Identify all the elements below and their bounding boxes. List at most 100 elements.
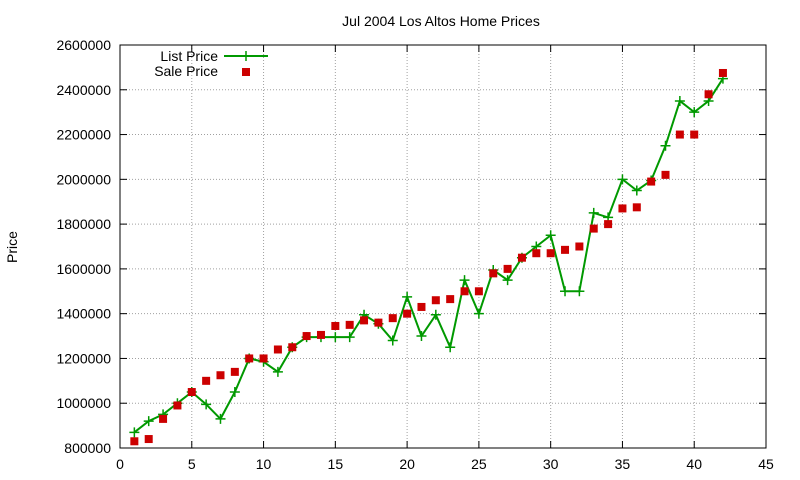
sale-price-point xyxy=(618,204,627,213)
legend-marker-sale-price xyxy=(242,68,250,76)
sale-price-point xyxy=(130,437,139,446)
plot-border xyxy=(119,44,767,449)
sale-price-point xyxy=(647,177,656,186)
legend-label-list-price: List Price xyxy=(160,48,218,64)
list-price-point xyxy=(660,140,671,151)
sale-price-point xyxy=(561,245,570,254)
x-tick-label: 45 xyxy=(758,456,774,472)
list-price-point xyxy=(215,413,226,424)
list-price-point xyxy=(574,286,585,297)
x-tick-label: 20 xyxy=(399,456,415,472)
x-tick-label: 10 xyxy=(256,456,272,472)
list-price-point xyxy=(473,308,484,319)
y-tick-label: 1600000 xyxy=(56,261,111,277)
legend-label-sale-price: Sale Price xyxy=(154,63,218,79)
sale-price-point xyxy=(517,253,526,262)
list-price-point xyxy=(617,174,628,185)
list-price-point xyxy=(459,275,470,286)
legend: List Price Sale Price xyxy=(154,48,268,79)
list-price-point xyxy=(143,416,154,427)
sale-price-point xyxy=(718,68,727,77)
sale-price-point xyxy=(489,269,498,278)
sale-price-point xyxy=(661,170,670,179)
sale-price-point xyxy=(546,249,555,258)
legend-sample-sale-price xyxy=(242,68,250,76)
sale-price-point xyxy=(532,249,541,258)
chart-title: Jul 2004 Los Altos Home Prices xyxy=(342,13,540,29)
sale-price-point xyxy=(374,318,383,327)
sale-price-point xyxy=(446,295,455,304)
list-price-point xyxy=(674,95,685,106)
list-price-point xyxy=(588,207,599,218)
list-price-point xyxy=(387,335,398,346)
sale-price-point xyxy=(589,224,598,233)
list-price-point xyxy=(229,387,240,398)
sale-price-point xyxy=(345,320,354,329)
list-price-point xyxy=(344,332,355,343)
sale-price-point xyxy=(704,90,713,99)
list-price-point xyxy=(631,185,642,196)
legend-marker-list-price xyxy=(241,51,251,61)
x-tick-label: 5 xyxy=(188,456,196,472)
y-tick-label: 2200000 xyxy=(56,127,111,143)
sale-price-point xyxy=(431,296,440,305)
sale-price-point xyxy=(632,203,641,212)
y-tick-label: 2000000 xyxy=(56,171,111,187)
sale-price-point xyxy=(259,354,268,363)
list-price-point xyxy=(430,309,441,320)
sale-price-point xyxy=(187,388,196,397)
x-tick-label: 25 xyxy=(471,456,487,472)
list-price-point xyxy=(272,366,283,377)
sale-price-point xyxy=(403,309,412,318)
sale-price-point xyxy=(331,321,340,330)
legend-sample-list-price xyxy=(224,51,268,61)
sale-price-point xyxy=(230,367,239,376)
y-tick-label: 1000000 xyxy=(56,395,111,411)
axis-ticks: 0 5 10 15 20 25 30 35 40 45 800000 1000000 1200000 14… xyxy=(56,37,774,472)
sale-price-point xyxy=(273,345,282,354)
y-tick-label: 1200000 xyxy=(56,350,111,366)
y-tick-label: 800000 xyxy=(64,440,111,456)
x-tick-label: 35 xyxy=(615,456,631,472)
list-price-point xyxy=(129,427,140,438)
list-price-line xyxy=(133,78,724,434)
list-price-point xyxy=(201,399,212,410)
x-tick-label: 30 xyxy=(543,456,559,472)
grid-lines xyxy=(120,45,766,448)
sale-price-point xyxy=(575,242,584,251)
sale-price-point xyxy=(474,287,483,296)
list-price-point xyxy=(330,332,341,343)
list-price-point xyxy=(545,230,556,241)
y-tick-label: 1400000 xyxy=(56,306,111,322)
list-price-point xyxy=(416,331,427,342)
y-tick-label: 1800000 xyxy=(56,216,111,232)
list-price-point xyxy=(560,286,571,297)
sale-price-point xyxy=(288,343,297,352)
y-tick-label: 2400000 xyxy=(56,82,111,98)
sale-price-point xyxy=(202,376,211,385)
x-tick-label: 15 xyxy=(328,456,344,472)
sale-price-point xyxy=(173,401,182,410)
sale-price-point xyxy=(144,435,153,444)
list-price-point xyxy=(402,291,413,302)
y-axis-label: Price xyxy=(4,231,20,263)
sale-price-point xyxy=(460,287,469,296)
x-tick-label: 0 xyxy=(116,456,124,472)
sale-price-point xyxy=(159,414,168,423)
sale-price-point xyxy=(316,330,325,339)
list-price-point xyxy=(689,107,700,118)
sale-price-point xyxy=(503,264,512,273)
sale-price-point xyxy=(604,220,613,229)
sale-price-point xyxy=(417,302,426,311)
sale-price-point xyxy=(302,332,311,341)
sale-price-point xyxy=(388,314,397,323)
sale-price-point xyxy=(245,354,254,363)
sale-price-point xyxy=(216,371,225,380)
x-tick-label: 40 xyxy=(686,456,702,472)
y-tick-label: 2600000 xyxy=(56,37,111,53)
list-price-point xyxy=(445,342,456,353)
sale-price-point xyxy=(690,130,699,139)
list-price-point xyxy=(502,275,513,286)
series-layer xyxy=(129,68,728,446)
